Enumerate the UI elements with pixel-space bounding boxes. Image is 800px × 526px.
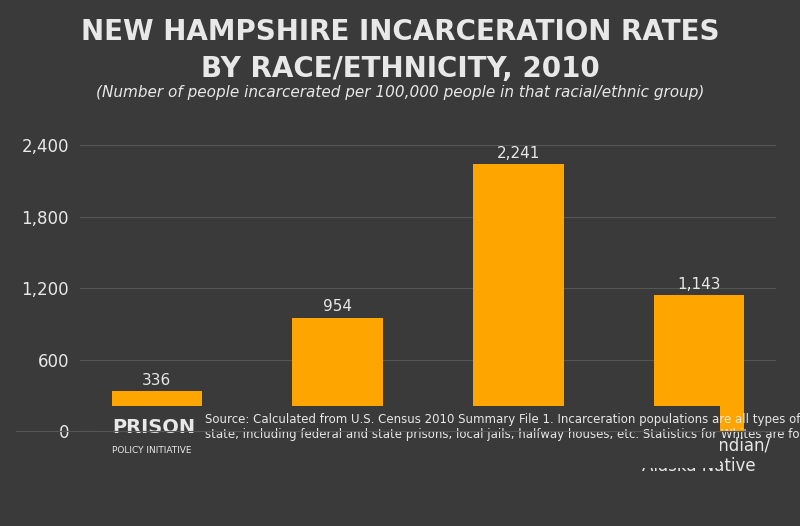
Bar: [293, 318, 383, 431]
Text: 2,241: 2,241: [497, 146, 540, 161]
Text: BY RACE/ETHNICITY, 2010: BY RACE/ETHNICITY, 2010: [201, 55, 599, 83]
Text: (Number of people incarcerated per 100,000 people in that racial/ethnic group): (Number of people incarcerated per 100,0…: [96, 85, 704, 100]
Text: 954: 954: [323, 299, 352, 314]
Text: Source: Calculated from U.S. Census 2010 Summary File 1. Incarceration populatio: Source: Calculated from U.S. Census 2010…: [206, 413, 800, 441]
Text: POLICY INITIATIVE: POLICY INITIATIVE: [112, 447, 192, 456]
Text: 336: 336: [142, 373, 171, 388]
Text: 1,143: 1,143: [678, 277, 721, 291]
Bar: [473, 165, 563, 431]
Bar: [112, 391, 202, 431]
Text: NEW HAMPSHIRE INCARCERATION RATES: NEW HAMPSHIRE INCARCERATION RATES: [81, 18, 719, 46]
Text: PRISON: PRISON: [112, 418, 195, 437]
Bar: [654, 295, 744, 431]
